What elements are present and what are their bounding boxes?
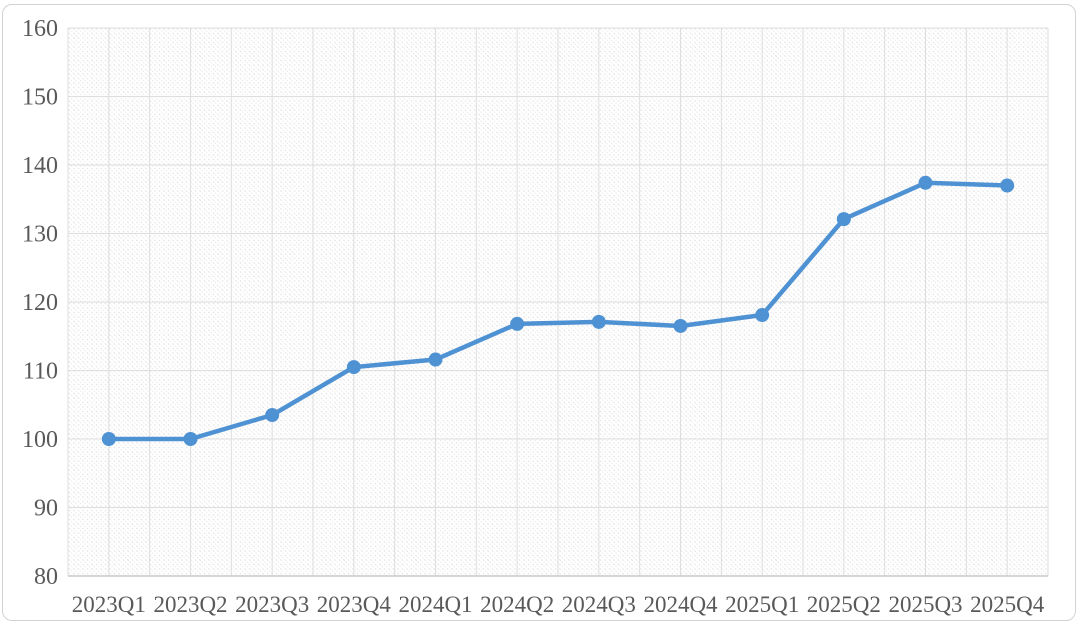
x-axis-tick-label: 2024Q2 (480, 592, 554, 617)
data-point-marker[interactable] (428, 352, 443, 367)
data-series-line[interactable] (106, 180, 1010, 442)
x-axis-tick-label: 2025Q2 (807, 592, 881, 617)
y-axis-tick-label: 120 (22, 290, 58, 316)
x-axis-tick-label: 2023Q4 (317, 592, 392, 617)
x-axis-tick-label: 2025Q3 (888, 592, 962, 617)
x-axis-tick-label: 2023Q1 (72, 592, 146, 617)
data-point-marker[interactable] (755, 308, 770, 323)
data-point-marker[interactable] (591, 314, 606, 329)
data-point-marker[interactable] (183, 432, 198, 446)
x-axis-tick-label: 2024Q3 (562, 592, 636, 617)
data-point-marker[interactable] (673, 318, 688, 333)
x-axis-tick-label: 2024Q1 (398, 592, 472, 617)
y-axis-tick-label: 90 (34, 496, 58, 522)
y-axis-tick-label: 140 (22, 153, 58, 179)
y-axis-tick-label: 150 (22, 85, 58, 111)
y-axis-tick-label: 110 (23, 359, 58, 385)
x-axis-tick-label: 2025Q1 (725, 592, 799, 617)
x-axis-tick-label: 2023Q2 (153, 592, 227, 617)
x-axis-tick-label: 2024Q4 (643, 592, 718, 617)
y-axis-tick-label: 130 (22, 222, 58, 248)
data-point-marker[interactable] (510, 316, 525, 331)
data-point-marker[interactable] (101, 432, 116, 446)
y-axis-tick-label: 80 (34, 564, 58, 590)
data-point-marker[interactable] (836, 212, 851, 227)
y-axis-tick-label: 160 (22, 16, 58, 42)
data-point-marker[interactable] (265, 408, 280, 423)
x-axis-tick-label: 2023Q3 (235, 592, 309, 617)
x-axis-tick-label: 2025Q4 (970, 592, 1045, 617)
data-point-marker[interactable] (1000, 178, 1015, 193)
data-point-marker[interactable] (918, 175, 933, 190)
data-point-marker[interactable] (346, 360, 361, 375)
y-axis-tick-label: 100 (22, 427, 58, 453)
